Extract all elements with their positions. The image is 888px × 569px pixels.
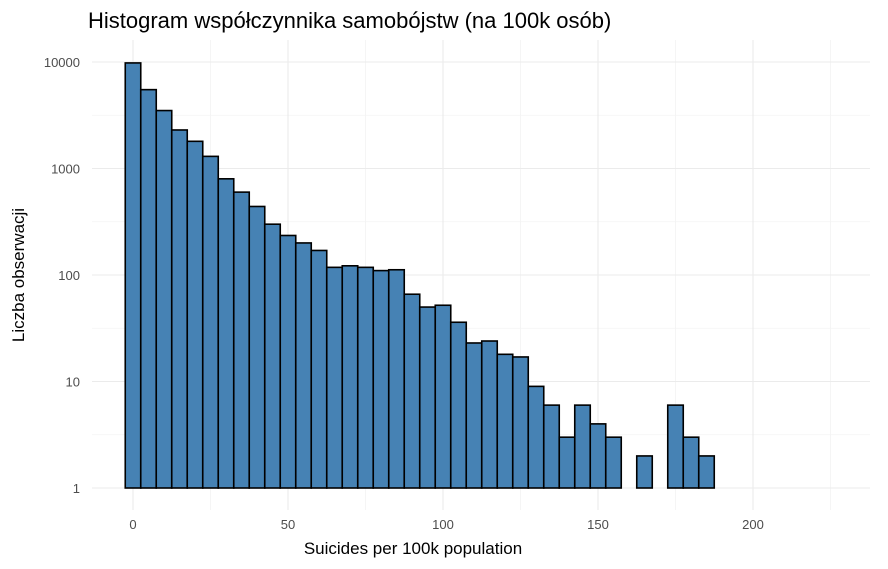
histogram-bar xyxy=(527,385,545,489)
histogram-bar xyxy=(403,293,421,489)
x-tick-label: 100 xyxy=(432,517,454,532)
histogram-bar xyxy=(418,306,437,489)
histogram-bar xyxy=(558,436,576,489)
histogram-bar xyxy=(666,404,685,489)
x-axis-label: Suicides per 100k population xyxy=(304,539,522,558)
bars xyxy=(124,62,716,489)
y-tick-label: 10000 xyxy=(44,55,80,70)
y-tick-label: 100 xyxy=(58,268,80,283)
y-tick-label: 1 xyxy=(73,481,80,496)
histogram-bar xyxy=(263,223,282,489)
histogram-bar xyxy=(356,266,375,489)
y-tick-label: 1000 xyxy=(51,162,80,177)
histogram-bar xyxy=(465,342,483,489)
histogram-bar xyxy=(325,266,344,489)
histogram-bar xyxy=(232,191,251,489)
histogram-bar xyxy=(170,129,189,489)
chart-title: Histogram współczynnika samobójstw (na 1… xyxy=(88,8,611,33)
histogram-bar xyxy=(341,265,359,489)
histogram-bar xyxy=(604,436,623,489)
histogram-bar xyxy=(372,269,390,489)
x-axis-ticks: 0 50 100 150 200 xyxy=(129,517,763,532)
histogram-bar xyxy=(124,62,142,489)
histogram-bar xyxy=(480,340,499,489)
histogram-bar xyxy=(387,268,406,489)
x-tick-label: 50 xyxy=(281,517,295,532)
x-tick-label: 200 xyxy=(742,517,764,532)
histogram-bar xyxy=(294,242,313,489)
histogram-bar xyxy=(635,455,654,489)
histogram-bar xyxy=(279,234,297,489)
histogram-bar xyxy=(573,404,592,489)
histogram-bar xyxy=(155,109,173,489)
histogram-bar xyxy=(201,155,220,489)
histogram-bar xyxy=(434,304,452,489)
histogram-bar xyxy=(589,423,607,489)
histogram-bar xyxy=(511,356,530,489)
histogram-bar xyxy=(542,404,561,489)
y-axis-label: Liczba obserwacji xyxy=(9,208,28,342)
y-axis-ticks: 1 10 100 1000 10000 xyxy=(44,55,80,496)
histogram-bar xyxy=(217,178,235,489)
histogram-bar xyxy=(682,436,700,489)
histogram-bar xyxy=(248,205,266,489)
histogram-bar xyxy=(310,249,328,489)
histogram-bar xyxy=(697,455,716,489)
histogram-bar xyxy=(496,353,514,489)
x-tick-label: 150 xyxy=(587,517,609,532)
histogram-bar xyxy=(449,321,468,489)
histogram-bar xyxy=(186,140,204,489)
x-tick-label: 0 xyxy=(129,517,136,532)
y-tick-label: 10 xyxy=(66,375,80,390)
histogram-bar xyxy=(139,88,158,489)
